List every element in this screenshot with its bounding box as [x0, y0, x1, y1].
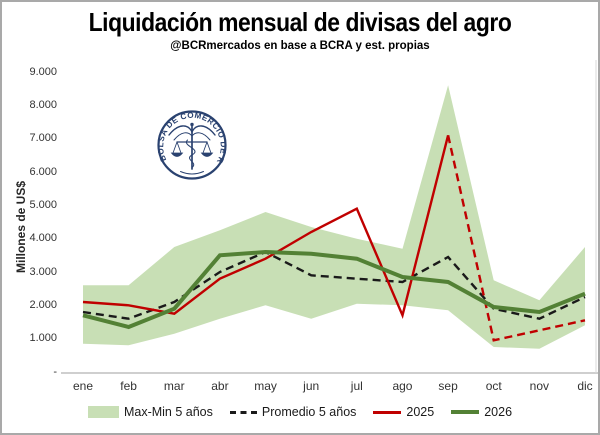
y-tick-label: 4.000 — [29, 232, 57, 245]
legend-item-2025: 2025 — [373, 405, 434, 419]
x-tick-label: mar — [163, 379, 185, 393]
y-tick-label: 1.000 — [29, 332, 57, 345]
series-layer — [82, 85, 586, 349]
x-tick-label: abr — [211, 379, 229, 393]
y-tick-label: 5.000 — [29, 198, 57, 211]
series-line-2025 — [82, 135, 450, 320]
chart-title: Liquidación mensual de divisas del agro — [88, 7, 512, 37]
band-maxmin — [83, 85, 585, 349]
legend-item-maxmin: Max-Min 5 años — [87, 405, 213, 419]
line-2025-swatch — [373, 410, 402, 414]
legend-label-maxmin: Max-Min 5 años — [123, 405, 213, 419]
legend-item-promedio: Promedio 5 años — [229, 405, 357, 419]
promedio-dash-swatch — [229, 410, 257, 414]
legend-label-2026: 2026 — [484, 405, 513, 419]
y-tick-label: 7.000 — [29, 132, 57, 145]
series-line-2025 — [446, 135, 586, 342]
legend: Max-Min 5 años Promedio 5 años 2025 2026 — [2, 405, 598, 419]
y-tick-label: 6.000 — [29, 165, 57, 178]
x-tick-label: oct — [485, 379, 502, 393]
y-tick-label: 8.000 — [29, 98, 57, 111]
x-tick-label: jun — [303, 379, 320, 393]
legend-label-promedio: Promedio 5 años — [261, 405, 357, 419]
x-tick-label: may — [254, 379, 277, 393]
x-tick-label: ago — [392, 379, 413, 393]
x-tick-label: feb — [120, 379, 137, 393]
legend-item-2026: 2026 — [451, 405, 512, 419]
legend-label-2025: 2025 — [406, 405, 435, 419]
x-tick-label: jul — [350, 379, 363, 393]
x-tick-label: dic — [577, 379, 593, 393]
x-tick-label: nov — [529, 379, 550, 393]
series-line-2026 — [82, 249, 586, 330]
series-line-promedio-5-años — [82, 250, 586, 320]
y-tick-label: 9.000 — [29, 65, 57, 78]
y-tick-label: 2.000 — [29, 298, 57, 311]
line-2026-swatch — [451, 410, 480, 414]
chart-subtitle: @BCRmercados en base a BCRA y est. propi… — [170, 40, 430, 52]
x-tick-label: sep — [438, 379, 458, 393]
maxmin-area-swatch — [87, 406, 119, 418]
y-tick-label: 3.000 — [29, 265, 57, 278]
x-tick-label: ene — [72, 379, 94, 393]
y-tick-label: - — [53, 365, 57, 378]
